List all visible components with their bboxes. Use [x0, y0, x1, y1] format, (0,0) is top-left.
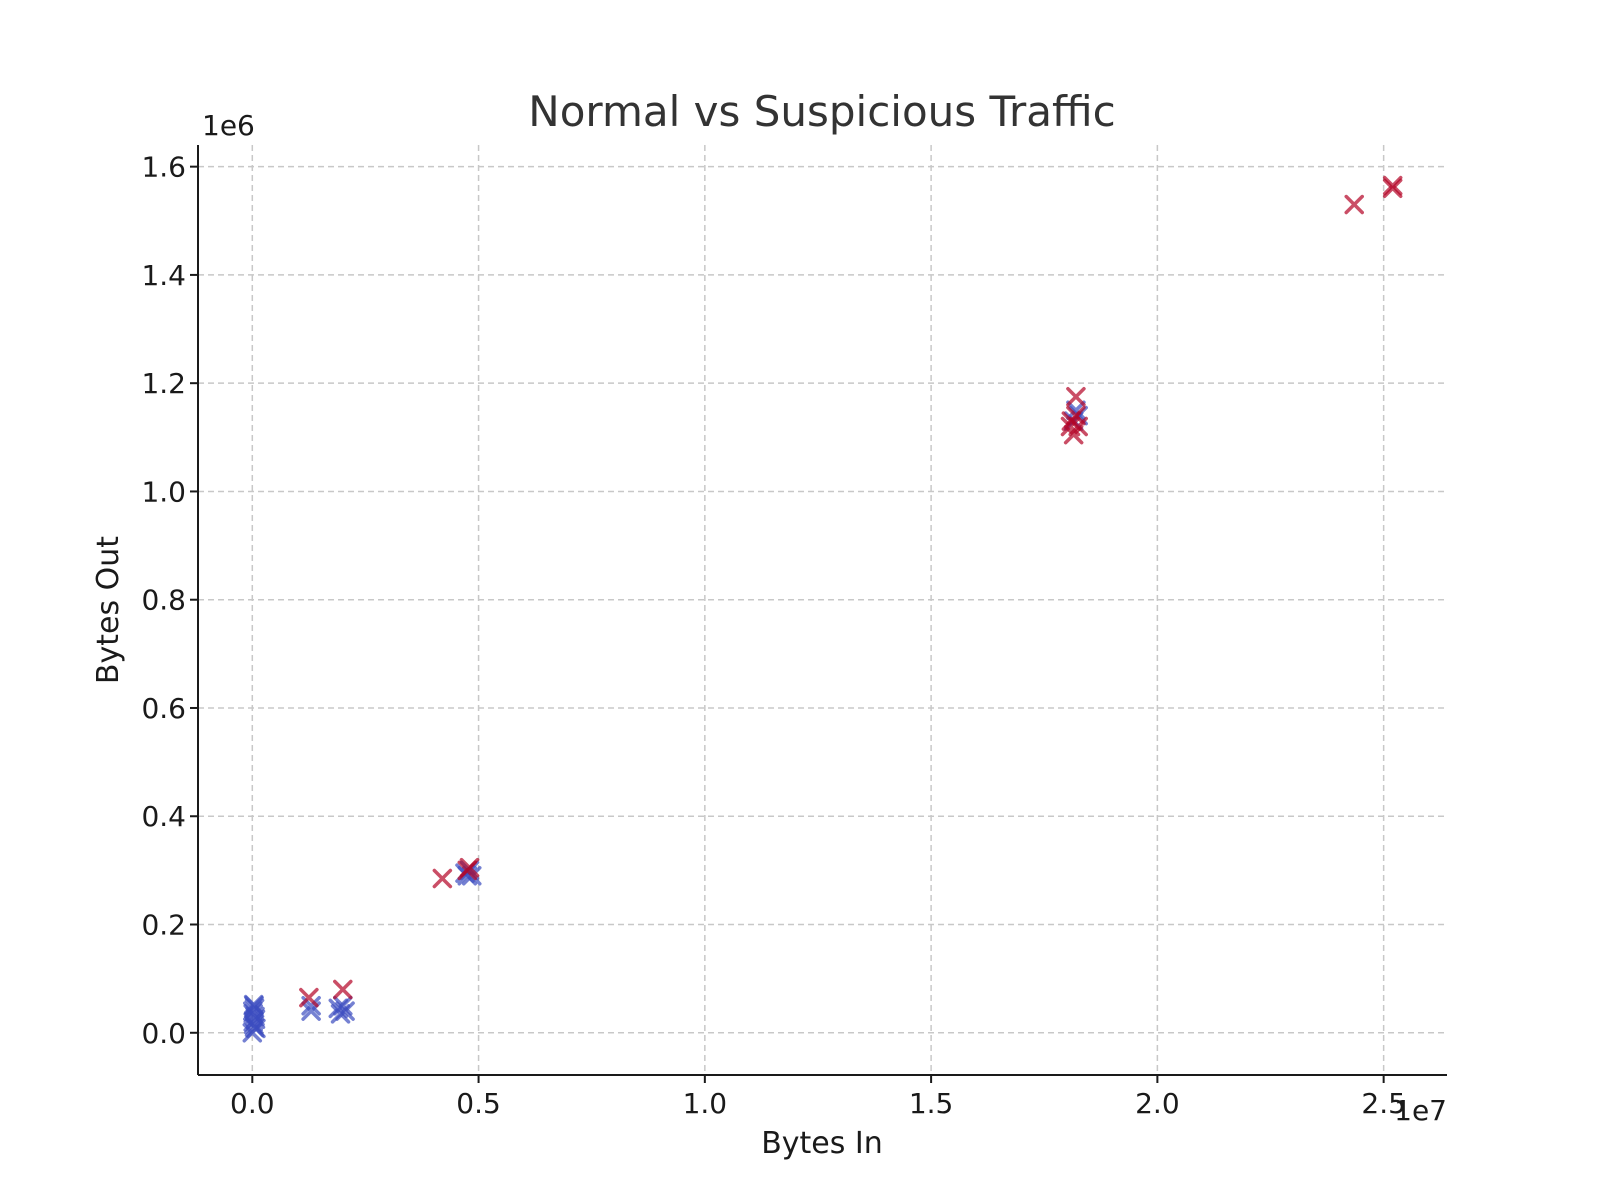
y-tick-label: 1.2 — [141, 367, 186, 400]
y-tick-label: 1.4 — [141, 259, 186, 292]
data-point-series-1 — [335, 1001, 355, 1021]
grid — [198, 145, 1447, 1075]
x-offset-label: 1e7 — [1394, 1094, 1447, 1127]
x-tick-label: 0.0 — [230, 1087, 275, 1120]
y-tick-label: 0.6 — [141, 692, 186, 725]
data-point-series-1 — [243, 994, 264, 1015]
x-tick-label: 2.0 — [1135, 1087, 1180, 1120]
y-tick-label: 1.6 — [141, 151, 186, 184]
x-tick-label: 0.5 — [456, 1087, 501, 1120]
y-tick-label: 0.0 — [141, 1017, 186, 1050]
x-ticks: 0.0 0.5 1.0 1.5 2.0 2.5 — [230, 1075, 1406, 1120]
x-tick-label: 1.5 — [909, 1087, 954, 1120]
y-tick-label: 0.8 — [141, 584, 186, 617]
x-axis-label: Bytes In — [761, 1126, 883, 1161]
data-point-series-2 — [1066, 405, 1086, 426]
data-point-series-2 — [457, 860, 478, 881]
data-points — [242, 175, 1403, 1043]
axes — [197, 145, 1447, 1076]
data-point-series-2 — [333, 979, 353, 1000]
data-point-series-2 — [1382, 178, 1403, 199]
data-point-series-2 — [1382, 175, 1403, 196]
y-ticks: 0.0 0.2 0.4 0.6 0.8 1.0 1.2 1.4 1.6 — [141, 151, 198, 1050]
data-point-series-2 — [1344, 194, 1364, 215]
y-axis-label: Bytes Out — [91, 536, 126, 684]
data-point-series-2 — [299, 987, 319, 1008]
data-point-series-2 — [1060, 416, 1081, 437]
y-tick-label: 1.0 — [141, 475, 186, 508]
data-point-series-2 — [432, 868, 453, 889]
y-tick-label: 0.2 — [141, 909, 186, 942]
chart-title: Normal vs Suspicious Traffic — [528, 87, 1115, 136]
y-tick-label: 0.4 — [141, 800, 186, 833]
x-tick-label: 2.5 — [1361, 1087, 1406, 1120]
data-point-series-1 — [246, 1018, 266, 1039]
y-offset-label: 1e6 — [202, 109, 255, 142]
data-point-series-1 — [244, 998, 265, 1019]
data-point-series-2 — [1066, 386, 1086, 407]
x-tick-label: 1.0 — [683, 1087, 728, 1120]
